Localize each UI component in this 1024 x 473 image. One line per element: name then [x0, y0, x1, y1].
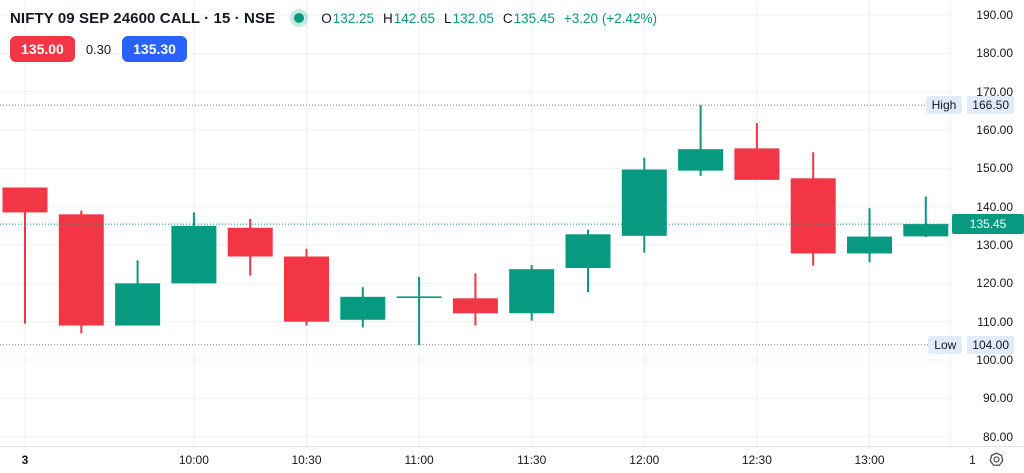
candle[interactable]	[58, 210, 104, 334]
candle[interactable]	[847, 208, 892, 263]
ohlc-open-label: O	[321, 10, 332, 26]
high-label-pill: High	[925, 96, 963, 115]
time-tick-label: 10:30	[291, 453, 322, 467]
candle[interactable]	[284, 248, 329, 326]
price-tick-label: 100.00	[976, 353, 1013, 368]
bid-price-badge[interactable]: 135.00	[10, 36, 75, 62]
spread-value: 0.30	[85, 41, 112, 57]
candle[interactable]	[678, 105, 724, 177]
price-tick-label: 80.00	[982, 429, 1013, 444]
price-tick-label: 180.00	[976, 46, 1013, 61]
session-low-marker: Low 104.00	[928, 335, 1014, 354]
ohlc-open-value: 132.25	[332, 10, 374, 26]
candle[interactable]	[340, 287, 386, 328]
low-value-label: 104.00	[967, 335, 1014, 354]
axis-corner-label[interactable]: 1	[969, 452, 976, 467]
ohlc-low-value: 132.05	[452, 10, 494, 26]
price-tick-label: 190.00	[976, 8, 1013, 22]
candle[interactable]	[2, 187, 48, 324]
price-tick-label: 170.00	[976, 84, 1013, 99]
chart-header: NIFTY 09 SEP 24600 CALL · 15 · NSE O 132.…	[10, 7, 657, 62]
candle[interactable]	[790, 152, 836, 266]
ohlc-close-label: C	[502, 10, 513, 26]
price-tick-label: 160.00	[976, 123, 1013, 137]
ohlc-high-value: 142.65	[393, 10, 436, 26]
time-tick-label: 11:00	[404, 453, 434, 467]
candle[interactable]	[621, 157, 667, 253]
price-change-value: +3.20 (+2.42%)	[563, 10, 657, 26]
axis-corner: 1	[950, 446, 1024, 473]
ohlc-high-label: H	[383, 10, 393, 26]
candle[interactable]	[396, 276, 442, 345]
settings-gear-icon[interactable]	[988, 451, 1005, 468]
candle[interactable]	[509, 264, 555, 321]
price-axis[interactable]: 190.00 180.00 170.00 160.00 150.00 140.00 130.…	[950, 0, 1024, 446]
price-tick-label: 90.00	[982, 391, 1013, 406]
time-tick-label: 10:00	[178, 453, 209, 467]
price-tick-label: 150.00	[976, 161, 1013, 176]
price-tick-label: 130.00	[976, 238, 1013, 253]
time-axis[interactable]: 3 10:00 10:30 11:00 11:30 12:00 12:30 13:00	[0, 446, 950, 473]
candle[interactable]	[734, 123, 780, 180]
candle[interactable]	[227, 218, 273, 276]
ask-price-badge[interactable]: 135.30	[122, 36, 187, 62]
ohlc-low-label: L	[444, 10, 452, 26]
candles-layer	[2, 105, 949, 345]
price-tick-label: 140.00	[976, 199, 1013, 214]
symbol-title[interactable]: NIFTY 09 SEP 24600 CALL · 15 · NSE	[10, 9, 276, 27]
market-status-icon	[294, 13, 305, 23]
high-value-label: 166.50	[967, 96, 1014, 115]
candle[interactable]	[115, 260, 161, 326]
time-tick-label: 12:30	[741, 453, 772, 467]
time-tick-label: 13:00	[854, 453, 885, 467]
candle[interactable]	[565, 229, 611, 293]
time-tick-label: 12:00	[629, 453, 660, 467]
candle[interactable]	[903, 196, 949, 238]
time-tick-label: 11:30	[517, 453, 547, 467]
candle[interactable]	[452, 273, 498, 326]
low-label-pill: Low	[928, 335, 963, 354]
price-tick-label: 120.00	[976, 276, 1013, 291]
ohlc-readout: O 132.25 H 142.65 L 132.05 C 135.45 +3.20 (+…	[321, 11, 657, 26]
time-tick-label: 3	[21, 453, 29, 467]
session-high-marker: High 166.50	[925, 96, 1014, 115]
candle[interactable]	[171, 212, 217, 284]
price-tick-label: 110.00	[977, 314, 1013, 329]
ohlc-close-value: 135.45	[513, 10, 555, 26]
last-price-badge: 135.45	[952, 214, 1024, 235]
